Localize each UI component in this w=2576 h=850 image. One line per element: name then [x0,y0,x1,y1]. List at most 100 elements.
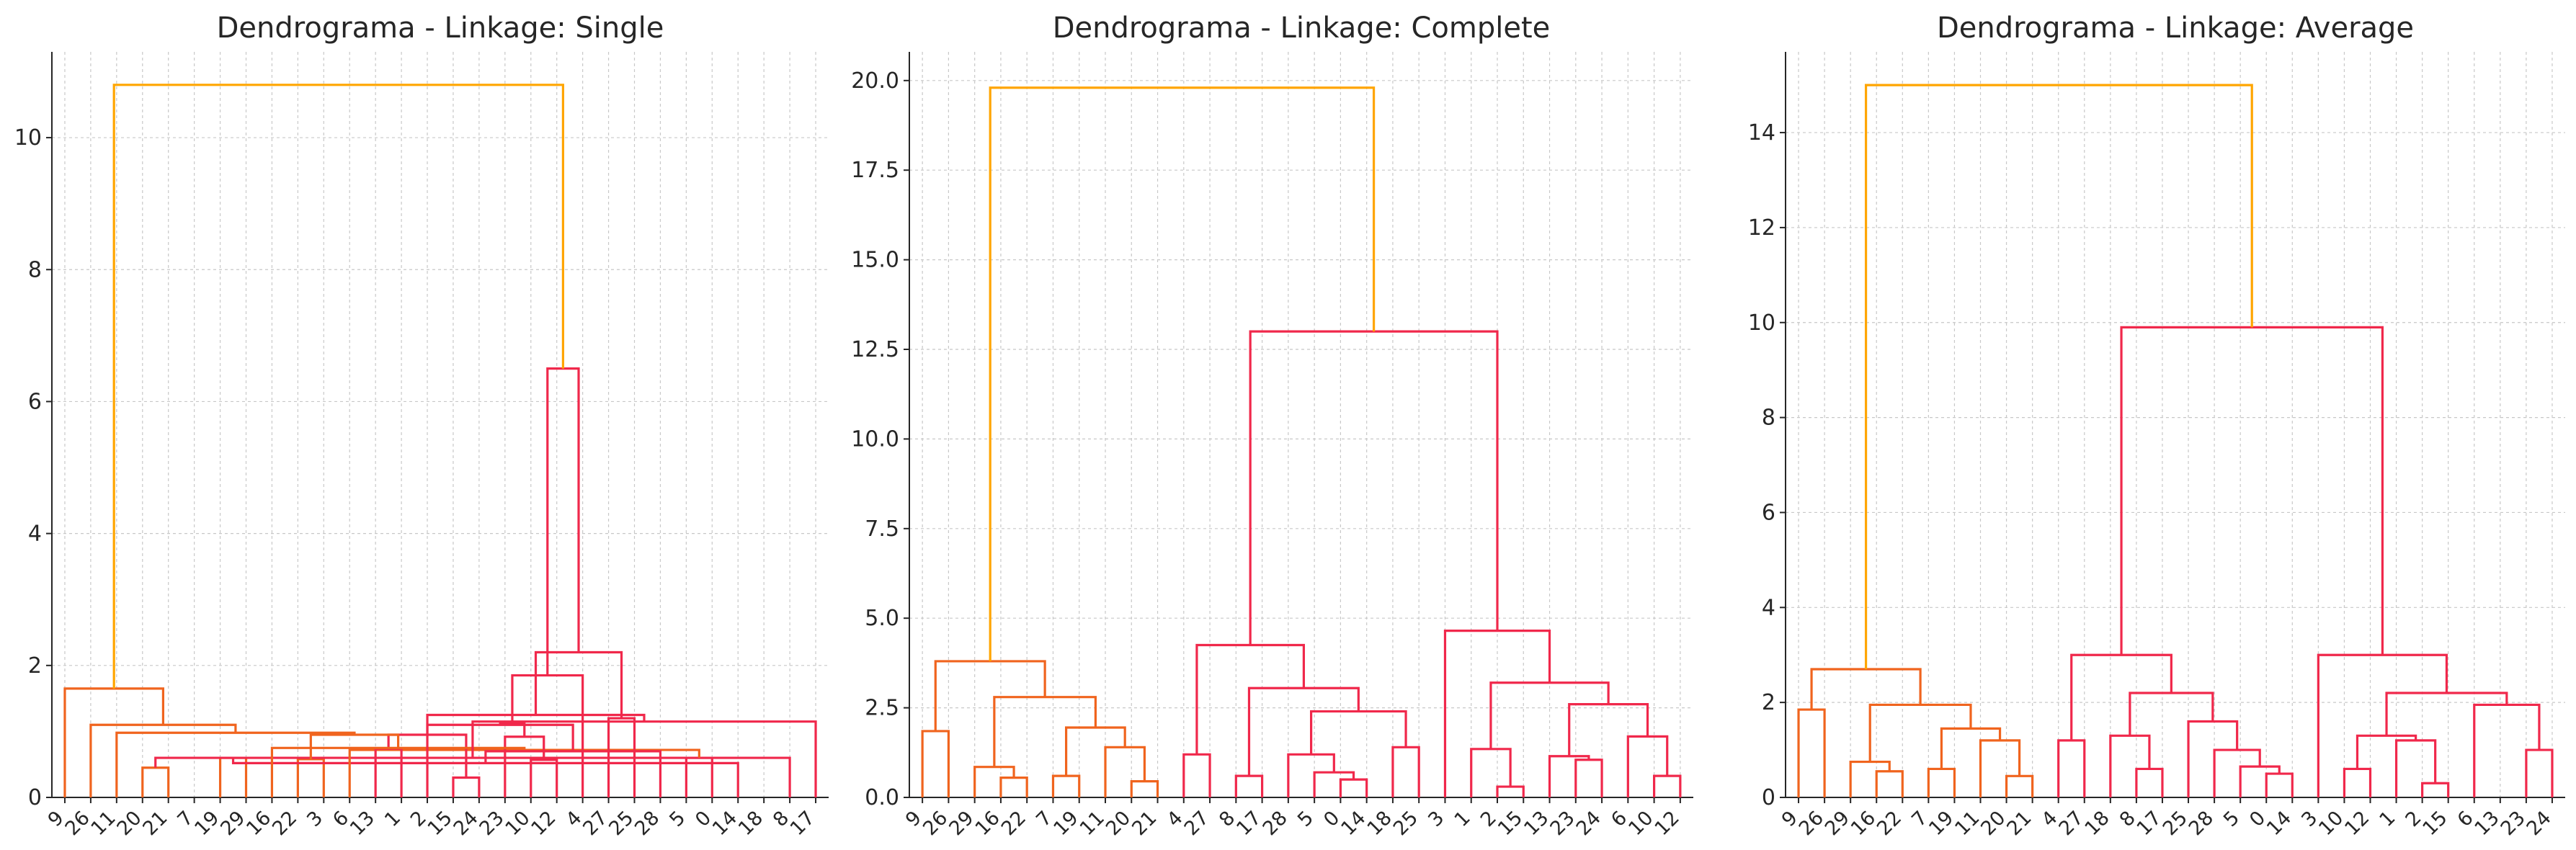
dendrogram-link [1339,778,1368,797]
dendrogram-link [89,723,237,797]
dendrogram-links [1797,84,2554,797]
dendrogram-link [374,747,403,797]
y-tick-label: 0 [28,785,42,810]
dendrogram-link [1868,703,1972,762]
leaf-label: 24 [1572,807,1605,840]
dendrogram-link [504,735,545,797]
y-tick-label: 2.5 [865,696,899,721]
dendrogram-link [2394,739,2437,797]
y-tick-label: 6 [28,389,42,414]
leaf-label: 22 [997,807,1030,840]
dendrogram-link [426,713,646,735]
leaf-label: 18 [734,807,767,840]
y-tick-label: 15.0 [851,248,899,273]
dendrogram-link [499,722,526,737]
leaf-label: 12 [1651,807,1684,840]
dendrogram-link [1051,774,1081,797]
leaf-label: 28 [630,807,664,840]
dendrogram-link [2265,772,2294,797]
dendrogram-link [1313,771,1355,797]
y-tick-label: 20.0 [851,68,899,94]
dendrogram-link [1104,746,1146,797]
dendrogram-link [1875,770,1904,797]
leaf-label: 3 [1424,807,1448,831]
y-tick-label: 6 [1762,500,1775,525]
dendrogram-link [1568,703,1649,756]
dendrogram-link [2421,782,2450,797]
y-tick-label: 0.0 [865,785,899,810]
dendrogram-link [1182,753,1211,797]
y-tick-label: 17.5 [851,158,899,183]
dendrogram-link [1574,759,1603,797]
leaf-label: 13 [346,807,379,840]
leaf-label: 28 [1259,807,1292,840]
dendrogram-link [1864,84,2253,670]
dendrogram-link [471,720,817,797]
dendrogram-link [1849,760,1891,797]
dendrogram-link [1470,748,1512,797]
dendrogram-link [1927,767,1956,797]
y-tick-label: 4 [1762,595,1775,620]
y-tick-label: 5.0 [865,606,899,631]
dendrogram-link [112,84,565,689]
dendrogram-link [1653,774,1682,797]
y-tick-label: 7.5 [865,516,899,542]
leaf-label: 22 [268,807,301,840]
leaf-label: 12 [527,807,560,840]
y-tick-label: 8 [1762,406,1775,431]
dendrogram-link [2109,734,2151,797]
leaf-label: 1 [380,807,405,831]
leaf-label: 12 [2340,807,2374,840]
dendrogram-link [2070,653,2172,741]
leaf-label: 5 [665,807,690,831]
dendrogram-link [2356,734,2417,769]
y-tick-label: 10 [1748,310,1775,336]
leaf-label: 24 [2523,807,2556,840]
dendrogram-link [309,733,400,759]
chart-title: Dendrograma - Linkage: Complete [1053,12,1551,45]
leaf-label: 5 [2219,807,2244,831]
dendrogram-link [426,723,574,797]
dendrogram-link [63,687,165,797]
leaf-label: 27 [1180,807,1213,840]
dendrogram-link [534,650,623,719]
dendrogram-link [2057,739,2086,797]
y-tick-label: 12.5 [851,337,899,362]
dendrogram-link [530,759,558,797]
dendrogram-link [2525,748,2554,797]
leaf-label: 22 [1873,807,1906,840]
leaf-label: 1 [1450,807,1475,831]
dendrogram-link [2187,720,2239,797]
dendrogram-link [2473,703,2541,797]
dendrogram-link [607,717,636,797]
y-tick-label: 10 [14,125,42,151]
dendrogram-link [2317,653,2448,797]
leaf-label: 25 [1389,807,1422,840]
leaf-label: 21 [1128,807,1161,840]
dendrogram-link [2120,326,2384,656]
y-tick-label: 2 [28,653,42,679]
leaf-label: 3 [303,807,327,831]
y-tick-label: 10.0 [851,426,899,452]
dendrogram-link [2213,748,2261,797]
y-tick-label: 14 [1748,120,1775,146]
dendrogram-link [1249,330,1499,645]
dendrogram-link [2343,767,2372,797]
grid [52,52,829,798]
dendrogram-link [1626,735,1669,797]
dendrogram-link [2135,767,2164,797]
dendrogram-link [484,750,662,797]
dendrogram-link [989,86,1376,661]
dendrogram-link [1940,727,2002,769]
dendrogram-link [546,367,580,676]
dendrogram-links [921,86,1682,797]
dendrogram-link [1797,708,1826,797]
dendrogram-link [1810,668,1922,710]
dendrogram-link [973,766,1015,797]
dendrogram-link [1979,739,2021,797]
dendrogram-link [921,730,950,797]
dendrogram-links [63,84,817,797]
dendrogram-link [1247,686,1360,777]
dendrogram-link [999,777,1028,797]
